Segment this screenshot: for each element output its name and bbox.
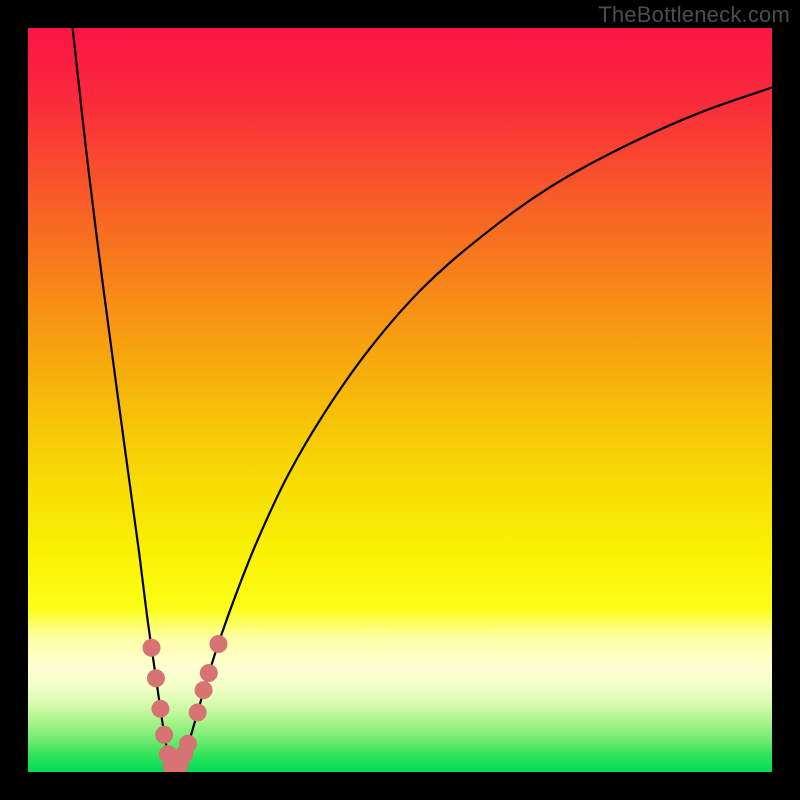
chart-svg <box>28 28 772 772</box>
marker-point <box>155 726 173 744</box>
watermark-label: TheBottleneck.com <box>598 2 790 28</box>
marker-point <box>195 681 213 699</box>
marker-point <box>143 639 161 657</box>
marker-point <box>189 703 207 721</box>
chart-background <box>28 28 772 772</box>
marker-point <box>200 664 218 682</box>
marker-point <box>151 700 169 718</box>
chart-plot-area <box>28 28 772 772</box>
marker-point <box>179 735 197 753</box>
marker-point <box>147 669 165 687</box>
marker-point <box>209 635 227 653</box>
